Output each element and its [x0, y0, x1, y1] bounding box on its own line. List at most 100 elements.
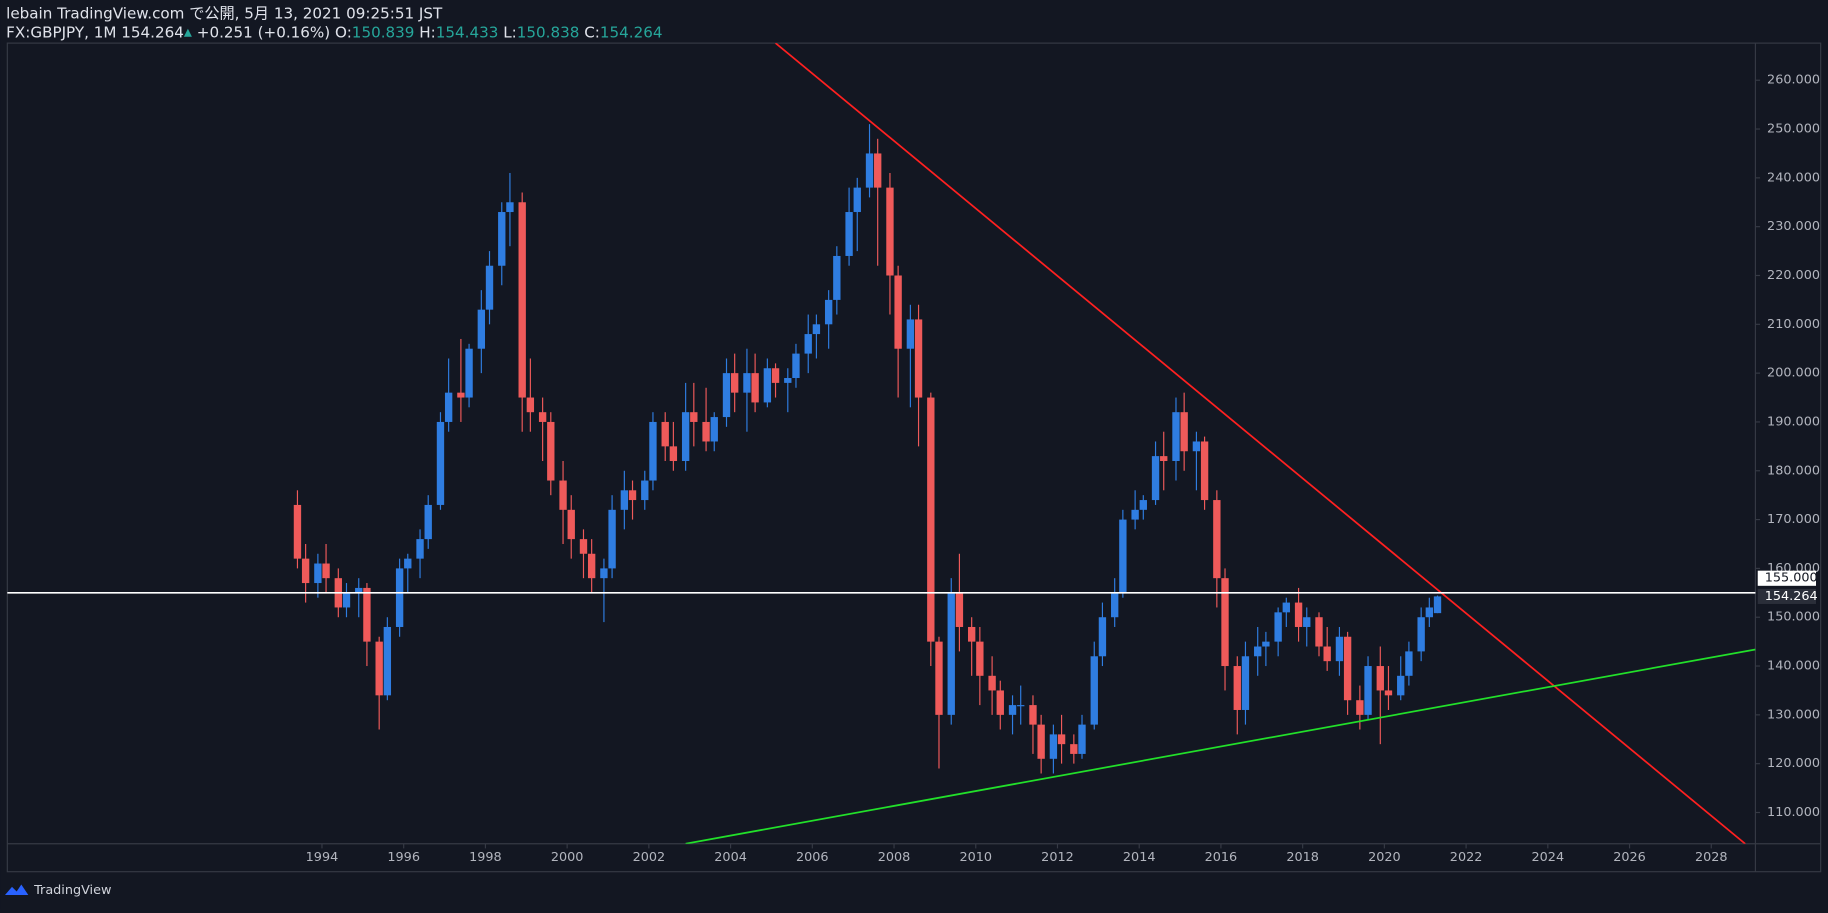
x-tick-label: 2004	[714, 850, 747, 865]
x-tick-label: 2020	[1368, 850, 1401, 865]
candle-body	[906, 319, 915, 349]
trend-line	[685, 648, 1756, 844]
candle-body	[955, 592, 964, 627]
candle-body	[498, 212, 506, 266]
candle-body	[567, 509, 575, 540]
candle-body	[1335, 636, 1344, 662]
candle-body	[1397, 675, 1405, 696]
x-tick-label: 1994	[306, 850, 339, 865]
candle-body	[1180, 412, 1188, 452]
candle-body	[1213, 500, 1221, 579]
candle-body	[485, 265, 494, 310]
x-tick-label: 2000	[551, 850, 584, 865]
candle-body	[988, 675, 996, 691]
candle-body	[967, 626, 976, 642]
candle-body	[751, 373, 759, 403]
candle-body	[1070, 744, 1078, 754]
candle-body	[547, 421, 555, 481]
y-tick-label: 190.000	[1767, 414, 1820, 429]
x-tick-label: 2024	[1532, 850, 1565, 865]
candle-body	[661, 421, 669, 447]
candle-body	[845, 212, 853, 256]
candle-body	[947, 592, 955, 715]
ohlc-label: L:	[503, 23, 517, 41]
y-tick-label: 180.000	[1767, 463, 1820, 478]
ohlc-label: O:	[335, 23, 352, 41]
candle-body	[355, 587, 363, 593]
y-tick-label: 170.000	[1767, 512, 1820, 527]
trend-line	[774, 43, 1746, 844]
candle-body	[1160, 456, 1168, 462]
candle-body	[416, 539, 424, 559]
candle-body	[1384, 690, 1393, 696]
y-tick-label: 250.000	[1767, 122, 1820, 137]
candle-body	[1262, 641, 1270, 647]
candle-body	[314, 563, 322, 584]
candle-body	[976, 641, 984, 676]
brand-logo	[5, 884, 29, 896]
x-tick-label: 2022	[1450, 850, 1483, 865]
candle-body	[927, 397, 935, 642]
candle-body	[669, 446, 678, 462]
change: +0.251 (+0.16%)	[197, 23, 330, 41]
candle-body	[518, 202, 526, 398]
x-tick-label: 2016	[1205, 850, 1238, 865]
publish-info: lebain TradingView.com で公開, 5月 13, 2021 …	[6, 4, 443, 22]
ohlc-value: 154.433	[436, 23, 499, 41]
candle-body	[1098, 617, 1107, 657]
candle-body	[600, 568, 608, 579]
candle-body	[1425, 607, 1434, 618]
candle-body	[1241, 656, 1250, 710]
candle-body	[342, 592, 351, 608]
candle-body	[1323, 646, 1331, 662]
candle-body	[1405, 651, 1413, 676]
x-tick-label: 2008	[878, 850, 911, 865]
candle-body	[1119, 519, 1127, 593]
hline-label: 155.000	[1765, 571, 1818, 586]
candle-body	[1254, 646, 1262, 657]
candle-body	[559, 480, 567, 510]
candle-body	[1376, 666, 1384, 691]
candle-body	[395, 568, 404, 627]
candle-body	[1049, 734, 1058, 759]
candle-body	[363, 587, 371, 642]
candle-body	[1078, 724, 1086, 754]
brand: TradingView	[33, 883, 111, 898]
x-tick-label: 1998	[469, 850, 502, 865]
candle-body	[293, 504, 302, 559]
candle-body	[301, 558, 310, 584]
candle-body	[1294, 602, 1303, 627]
ohlc-value: 154.264	[600, 23, 663, 41]
candle-body	[824, 299, 833, 325]
y-tick-label: 240.000	[1767, 170, 1820, 185]
x-tick-label: 2010	[959, 850, 992, 865]
candle-body	[1029, 705, 1037, 725]
candle-body	[649, 421, 657, 481]
candle-body	[579, 539, 588, 554]
last-price: 154.264	[121, 23, 184, 41]
candle-body	[710, 417, 718, 442]
y-tick-label: 150.000	[1767, 610, 1820, 625]
candle-body	[506, 202, 514, 213]
x-tick-label: 2018	[1286, 850, 1319, 865]
candle-body	[792, 353, 800, 379]
candle-body	[833, 255, 841, 300]
candle-body	[812, 324, 821, 335]
candle-body	[874, 153, 882, 188]
candle-body	[538, 412, 547, 422]
y-tick-label: 230.000	[1767, 219, 1820, 234]
candle-body	[620, 490, 629, 510]
hline-label-box	[1757, 570, 1817, 586]
candle-body	[1151, 456, 1160, 501]
candle-body	[526, 397, 535, 413]
candle-body	[763, 368, 772, 403]
x-tick-label: 1996	[387, 850, 420, 865]
candle-body	[404, 558, 412, 569]
ohlc-label: H:	[419, 23, 436, 41]
candle-body	[587, 553, 596, 579]
candle-body	[935, 641, 943, 715]
candle-body	[681, 412, 690, 462]
candle-body	[322, 563, 330, 579]
